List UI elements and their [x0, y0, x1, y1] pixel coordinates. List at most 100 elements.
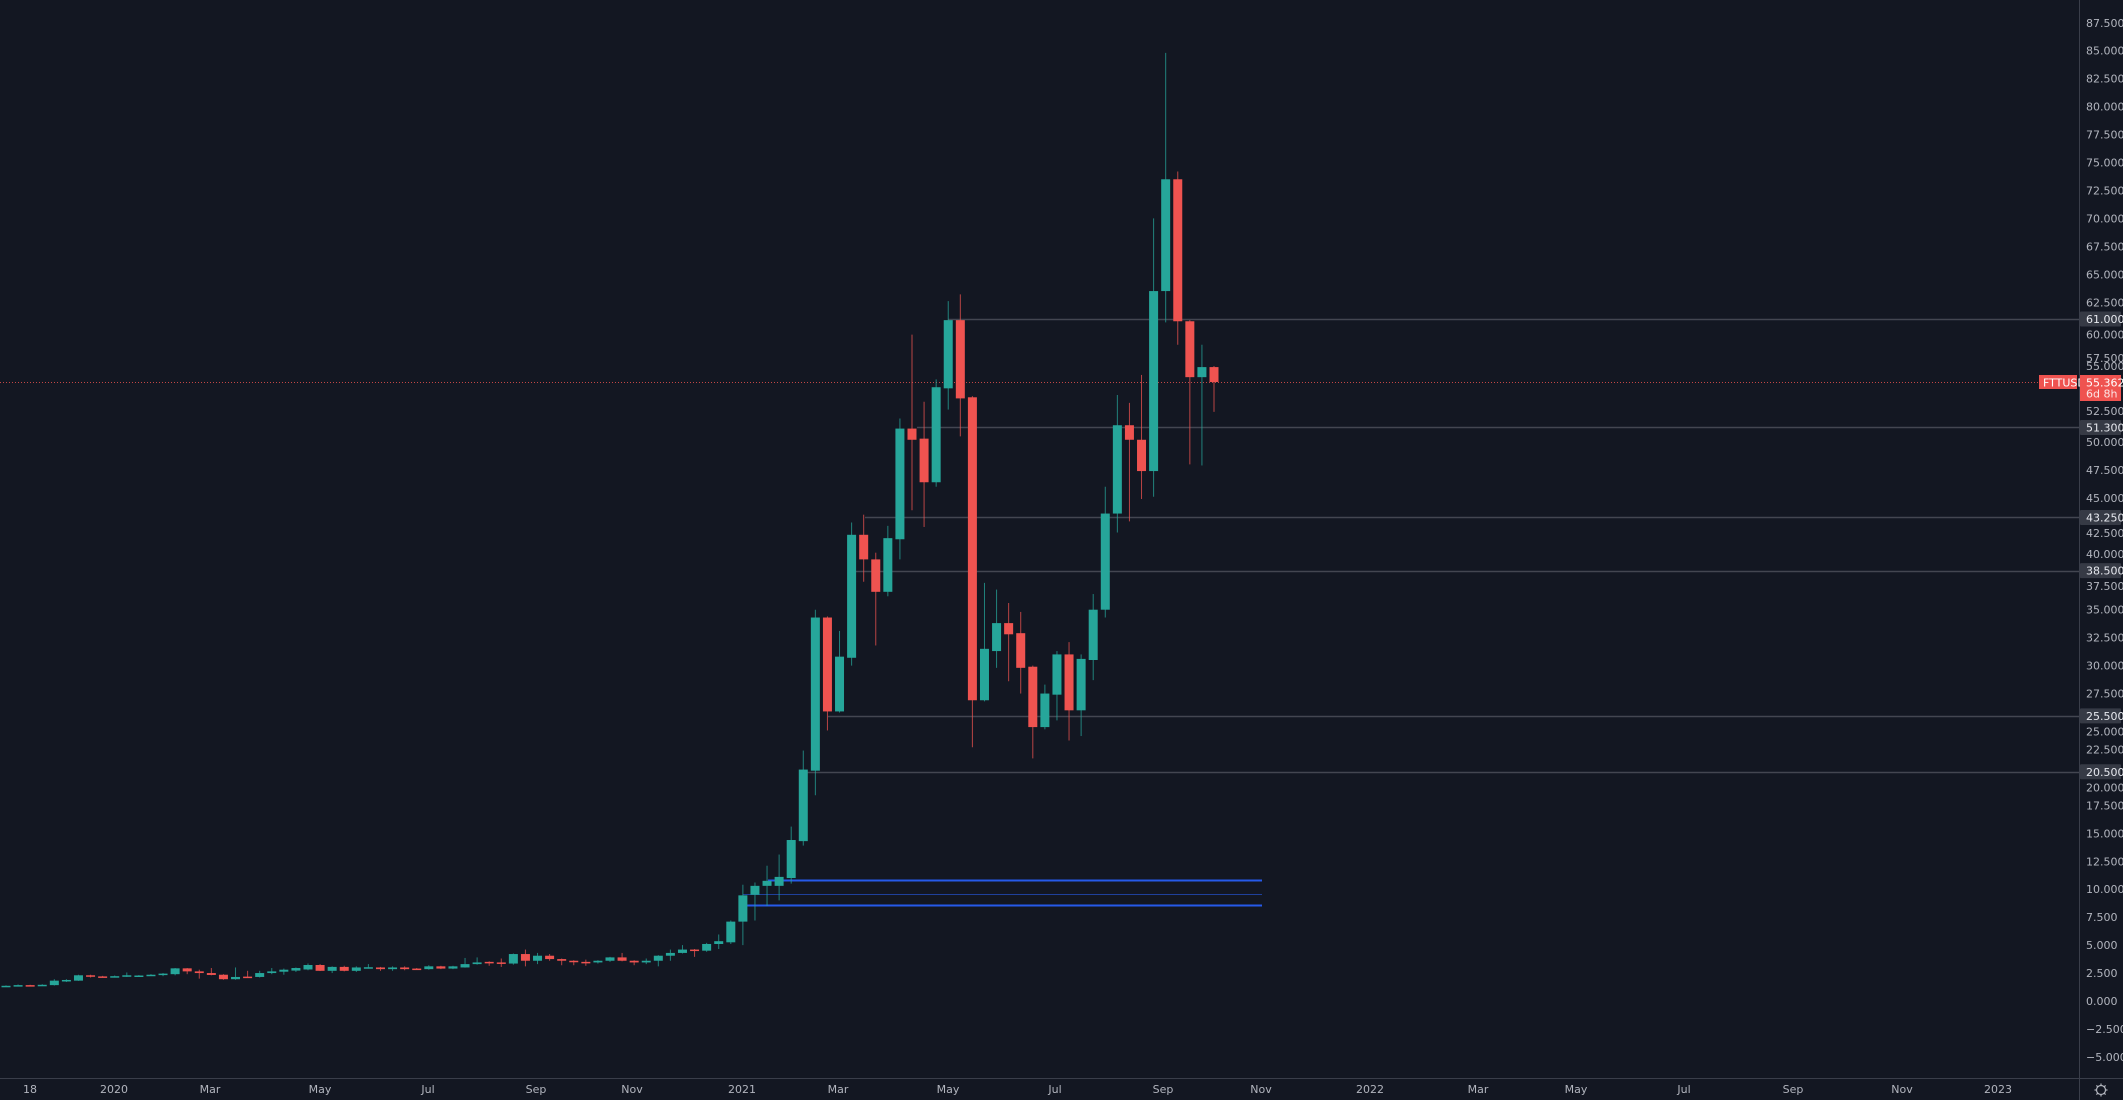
candle[interactable] — [665, 949, 675, 961]
candle[interactable] — [810, 609, 820, 796]
candle[interactable] — [73, 974, 83, 981]
candle[interactable] — [267, 968, 277, 975]
candle[interactable] — [786, 826, 796, 884]
candle[interactable] — [520, 949, 530, 967]
candle[interactable] — [508, 953, 518, 965]
candle[interactable] — [617, 952, 627, 962]
candle[interactable] — [1112, 395, 1122, 533]
candle[interactable] — [605, 956, 615, 962]
candle[interactable] — [1028, 665, 1038, 759]
candle[interactable] — [460, 957, 470, 968]
candle[interactable] — [98, 975, 108, 978]
candle[interactable] — [1185, 320, 1195, 465]
candle[interactable] — [545, 954, 555, 961]
candle[interactable] — [1052, 651, 1062, 721]
candle[interactable] — [182, 968, 192, 975]
candle[interactable] — [822, 616, 832, 731]
candle[interactable] — [533, 952, 543, 965]
candle[interactable] — [37, 984, 47, 987]
candle[interactable] — [798, 750, 808, 846]
candle[interactable] — [303, 963, 313, 971]
candle[interactable] — [641, 958, 651, 965]
candle[interactable] — [919, 401, 929, 527]
candle[interactable] — [593, 960, 603, 964]
candle[interactable] — [243, 970, 253, 979]
candle[interactable] — [436, 965, 446, 970]
candle[interactable] — [955, 294, 965, 437]
candle[interactable] — [581, 959, 591, 966]
candle[interactable] — [388, 966, 398, 971]
candle[interactable] — [569, 960, 579, 966]
candle[interactable] — [375, 966, 385, 971]
candle[interactable] — [702, 942, 712, 952]
candle[interactable] — [907, 334, 917, 511]
candle[interactable] — [835, 630, 845, 713]
candle[interactable] — [412, 968, 422, 971]
candle[interactable] — [1064, 642, 1074, 741]
candle[interactable] — [714, 934, 724, 950]
candle[interactable] — [967, 396, 977, 748]
gear-icon[interactable] — [2094, 1083, 2108, 1097]
candle[interactable] — [1004, 602, 1014, 682]
candle[interactable] — [738, 884, 748, 946]
candle[interactable] — [351, 966, 361, 972]
candle[interactable] — [158, 973, 168, 977]
candle[interactable] — [677, 945, 687, 954]
candle[interactable] — [146, 974, 156, 977]
candle[interactable] — [218, 974, 228, 980]
candle[interactable] — [448, 965, 458, 970]
candle[interactable] — [496, 958, 506, 967]
candle[interactable] — [1088, 594, 1098, 681]
candle[interactable] — [726, 920, 736, 944]
candle[interactable] — [629, 960, 639, 966]
candle[interactable] — [194, 969, 204, 979]
candle[interactable] — [1197, 344, 1207, 466]
candle[interactable] — [943, 301, 953, 410]
candle[interactable] — [750, 882, 760, 921]
candle[interactable] — [847, 522, 857, 666]
candle[interactable] — [871, 552, 881, 646]
candle[interactable] — [206, 968, 216, 976]
candle[interactable] — [122, 972, 132, 977]
candle[interactable] — [279, 968, 289, 975]
candle[interactable] — [1124, 402, 1134, 522]
candle[interactable] — [327, 966, 337, 974]
candle[interactable] — [774, 854, 784, 901]
candle[interactable] — [339, 965, 349, 972]
candle[interactable] — [1137, 374, 1147, 500]
candle[interactable] — [1, 985, 11, 988]
candle[interactable] — [170, 968, 180, 976]
candle[interactable] — [979, 582, 989, 702]
plot-area[interactable] — [0, 52, 2079, 988]
candle[interactable] — [134, 975, 144, 978]
candle[interactable] — [315, 964, 325, 972]
candle[interactable] — [557, 958, 567, 966]
candle[interactable] — [424, 965, 434, 970]
candle[interactable] — [61, 979, 71, 982]
candle[interactable] — [472, 957, 482, 965]
candle[interactable] — [690, 949, 700, 957]
candle[interactable] — [883, 525, 893, 597]
candle[interactable] — [484, 961, 494, 966]
candle[interactable] — [110, 975, 120, 978]
candle[interactable] — [86, 974, 96, 978]
candle[interactable] — [13, 984, 23, 987]
candle[interactable] — [931, 379, 941, 487]
candle[interactable] — [255, 970, 265, 978]
candle[interactable] — [1100, 486, 1110, 618]
price-axis[interactable] — [2079, 0, 2123, 1100]
candle[interactable] — [992, 589, 1002, 668]
candle[interactable] — [49, 979, 59, 986]
candle[interactable] — [859, 514, 869, 582]
candle[interactable] — [1161, 52, 1171, 323]
candle[interactable] — [1149, 218, 1159, 497]
candle[interactable] — [762, 865, 772, 906]
candle[interactable] — [400, 966, 410, 971]
candle[interactable] — [363, 964, 373, 969]
candle[interactable] — [25, 984, 35, 987]
candle[interactable] — [653, 955, 663, 967]
candle[interactable] — [1173, 171, 1183, 345]
candle[interactable] — [1040, 684, 1050, 730]
candle[interactable] — [1076, 654, 1086, 737]
